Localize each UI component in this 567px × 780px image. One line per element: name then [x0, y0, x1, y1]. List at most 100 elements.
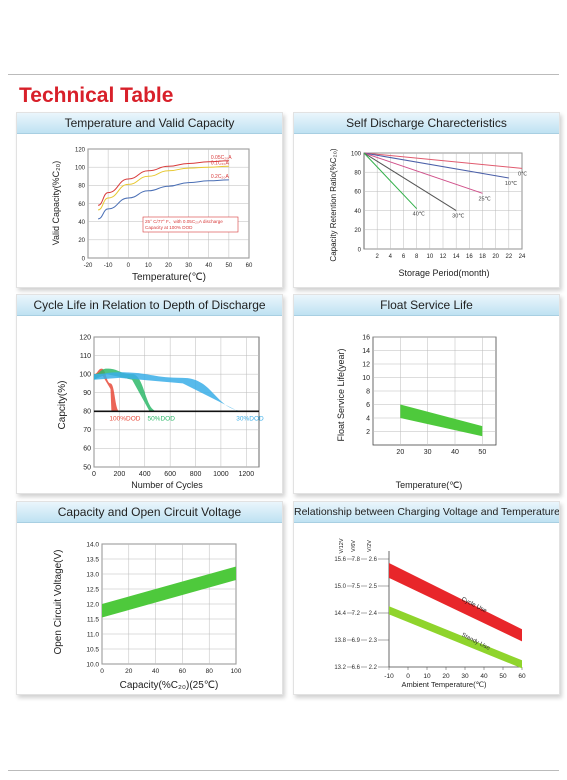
x-tick-label: 6	[402, 254, 406, 260]
y-tick-label: 13.2	[334, 665, 346, 671]
y-tick-label: 7.8	[352, 557, 361, 563]
temp-capacity-chart: -20 -10 0 10 20 30 40 50 60 0 20 40 60 80 100 120 0.05C₂…	[51, 147, 253, 283]
y-tick-label: 7.5	[352, 584, 361, 590]
x-axis-label: Storage Period(month)	[398, 268, 489, 278]
series-label: 0.2C₂₀A	[211, 174, 230, 180]
ocv-band	[102, 566, 236, 618]
series-label: 0.05C₂₀A	[211, 155, 232, 161]
x-tick-label: 60	[518, 673, 526, 680]
x-tick-label: 1000	[213, 471, 229, 478]
x-tick-label: -10	[384, 673, 394, 680]
y-tick-label: 10.5	[86, 646, 99, 653]
charge-voltage-chart: V/12V V/6V V/2V 15.6 7.8 2.6 15.0 7.5 2.5 14.4 7.2…	[334, 538, 526, 689]
y-axis-header: V/6V	[351, 540, 357, 552]
cycle-life-panel: Cycle Life in Relation to Depth of Disch…	[16, 294, 283, 494]
y-axis-header: V/12V	[339, 538, 345, 553]
y-tick-label: 2	[366, 429, 370, 436]
x-axis-label: Ambient Temperature(℃)	[402, 680, 487, 689]
y-tick-label: 12.5	[86, 586, 99, 593]
x-tick-label: 18	[479, 254, 486, 260]
y-tick-label: 11.0	[87, 631, 100, 638]
charge-voltage-title: Relationship between Charging Voltage an…	[294, 502, 559, 523]
x-tick-label: 20	[125, 668, 133, 675]
y-tick-label: 2.6	[369, 557, 378, 563]
y-tick-label: 6	[366, 402, 370, 409]
plot-area	[93, 336, 260, 468]
y-tick-label: 8	[366, 388, 370, 395]
y-tick-label: 70	[83, 427, 91, 434]
x-tick-label: 24	[519, 254, 526, 260]
x-tick-label: 0	[100, 668, 104, 675]
y-axis-label: Capcity(%)	[57, 381, 68, 430]
y-tick-label: 13.8	[334, 638, 346, 644]
x-tick-label: 30	[185, 263, 192, 269]
y-tick-label: 11.5	[87, 616, 100, 623]
y-axis-label: Float Service Life(year)	[336, 348, 346, 441]
voltage-band	[389, 606, 522, 669]
x-tick-label: 2	[375, 254, 379, 260]
x-tick-label: 40	[451, 449, 459, 456]
y-tick-label: 15.0	[334, 584, 346, 590]
y-tick-label: 120	[79, 334, 91, 341]
y-tick-label: 20	[78, 238, 85, 244]
y-tick-label: 12	[362, 361, 370, 368]
y-tick-label: 60	[78, 202, 85, 208]
y-axis-label: Open Circuit Voltage(V)	[53, 549, 64, 654]
y-tick-label: 100	[75, 165, 86, 171]
x-tick-label: 200	[114, 471, 126, 478]
y-tick-label: 120	[75, 147, 86, 153]
x-tick-label: 800	[190, 471, 202, 478]
y-tick-label: 80	[354, 171, 361, 177]
x-tick-label: 1200	[239, 471, 255, 478]
series-band	[94, 368, 120, 412]
x-tick-label: 10	[145, 263, 152, 269]
y-tick-label: 2.3	[369, 638, 378, 644]
y-tick-label: 0	[82, 256, 86, 262]
y-tick-label: 6.9	[352, 638, 361, 644]
series-line	[97, 160, 229, 206]
x-tick-label: 80	[206, 668, 214, 675]
x-tick-label: 50	[226, 263, 233, 269]
x-tick-label: -20	[84, 263, 93, 269]
x-tick-label: 60	[246, 263, 253, 269]
x-tick-label: 4	[389, 254, 393, 260]
series-line	[97, 165, 229, 211]
series-band	[94, 372, 247, 412]
y-tick-label: 2.5	[369, 584, 378, 590]
y-tick-label: 14.0	[86, 541, 99, 548]
note-line: 25° C/77° F、with 0.05C₂₀A discharge	[145, 219, 223, 224]
y-tick-label: 7.2	[352, 611, 361, 617]
series-label: 25℃	[479, 196, 492, 202]
y-axis-header: V/2V	[367, 540, 373, 552]
x-tick-label: 600	[164, 471, 176, 478]
capacity-ocv-panel: Capacity and Open Circuit Voltage 0 20 40 6…	[16, 501, 283, 695]
y-tick-label: 13.0	[86, 571, 99, 578]
y-tick-label: 2.4	[369, 611, 378, 617]
series-line	[363, 152, 483, 194]
y-tick-label: 13.5	[86, 556, 99, 563]
x-tick-label: 10	[423, 673, 431, 680]
y-tick-label: 2.2	[369, 665, 378, 671]
series-line	[363, 152, 418, 210]
x-tick-label: 50	[499, 673, 507, 680]
float-life-chart: 20 30 40 50 2 4 6 8 10 12 14 16 Temperature(℃) Float …	[336, 334, 497, 490]
y-tick-label: 0	[358, 247, 362, 253]
x-tick-label: 30	[424, 449, 432, 456]
cycle-life-title: Cycle Life in Relation to Depth of Disch…	[17, 295, 282, 316]
x-tick-label: 0	[127, 263, 131, 269]
y-tick-label: 12.0	[86, 601, 99, 608]
y-tick-label: 100	[79, 371, 91, 378]
y-tick-label: 110	[80, 353, 91, 360]
series-line	[363, 152, 509, 179]
bottom-divider	[8, 770, 559, 771]
x-tick-label: 100	[231, 668, 242, 675]
life-band	[400, 404, 483, 437]
top-divider	[8, 74, 559, 75]
float-life-title: Float Service Life	[294, 295, 559, 316]
y-tick-label: 80	[83, 409, 91, 416]
cycle-life-chart: 0 200 400 600 800 1000 1200 50 60 70 80 90 100 110 120…	[57, 334, 264, 490]
note-line: Capacity at 100% DOD	[145, 225, 193, 230]
note-box	[142, 216, 239, 233]
x-tick-label: 60	[179, 668, 187, 675]
series-label: 100%DOD	[109, 415, 140, 422]
